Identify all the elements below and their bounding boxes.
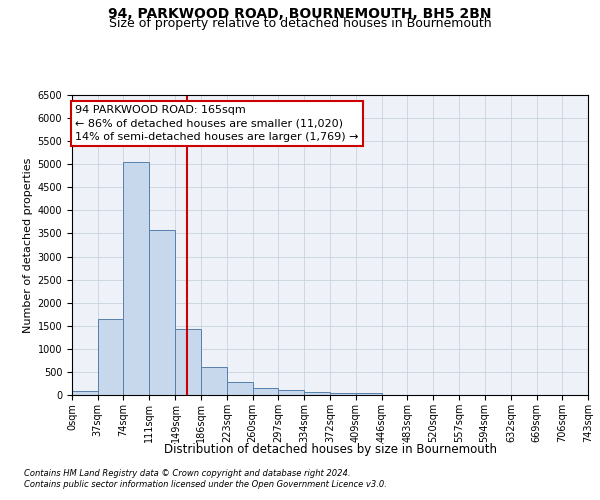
Text: Distribution of detached houses by size in Bournemouth: Distribution of detached houses by size … [163,442,497,456]
Bar [201,367,227,395]
Bar [253,388,278,395]
Text: 94 PARKWOOD ROAD: 165sqm
← 86% of detached houses are smaller (11,020)
14% of se: 94 PARKWOOD ROAD: 165sqm ← 86% of detach… [76,105,359,142]
Y-axis label: Number of detached properties: Number of detached properties [23,158,34,332]
Bar [124,162,149,395]
Bar [98,319,124,395]
Bar [356,393,382,395]
Bar [175,330,201,395]
Text: Contains HM Land Registry data © Crown copyright and database right 2024.: Contains HM Land Registry data © Crown c… [24,468,350,477]
Bar [278,390,304,395]
Bar [72,392,98,395]
Bar [149,230,175,395]
Bar [331,393,356,395]
Bar [304,392,331,395]
Text: Contains public sector information licensed under the Open Government Licence v3: Contains public sector information licen… [24,480,387,489]
Text: Size of property relative to detached houses in Bournemouth: Size of property relative to detached ho… [109,18,491,30]
Bar [227,382,253,395]
Text: 94, PARKWOOD ROAD, BOURNEMOUTH, BH5 2BN: 94, PARKWOOD ROAD, BOURNEMOUTH, BH5 2BN [108,8,492,22]
